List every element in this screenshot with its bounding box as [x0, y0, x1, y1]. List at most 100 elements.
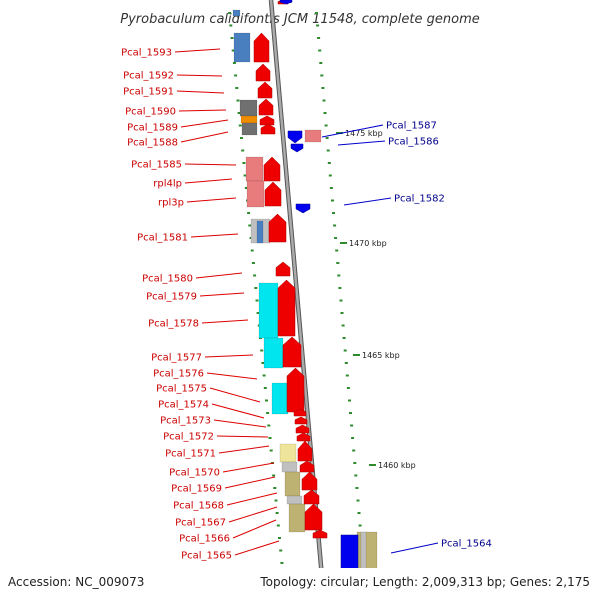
tick-left — [250, 249, 254, 252]
left-gene-label: Pcal_1585 — [131, 160, 182, 171]
tick-right — [346, 387, 350, 389]
forward-gene-arrow — [301, 471, 318, 491]
left-gene-label: Pcal_1588 — [127, 138, 178, 149]
tick-left — [241, 149, 245, 152]
right-leader-line — [321, 124, 384, 138]
cog-bar — [279, 443, 297, 463]
tick-right — [317, 37, 321, 39]
tick-right — [335, 249, 339, 252]
tick-right — [344, 362, 348, 364]
footer-background — [0, 568, 600, 600]
left-leader-line — [209, 387, 261, 403]
cog-bar — [284, 471, 301, 497]
tick-left — [234, 74, 238, 77]
tick-right — [324, 124, 328, 127]
forward-gene-arrow — [286, 367, 305, 413]
scale-label: 1460 kbp — [378, 461, 416, 470]
tick-right — [333, 224, 337, 227]
cog-bar — [240, 115, 258, 124]
cog-bar — [246, 180, 265, 208]
cog-bar — [245, 156, 264, 182]
tick-right — [353, 462, 357, 464]
forward-gene-arrow — [263, 156, 281, 182]
left-leader-line — [186, 197, 237, 203]
tick-left — [231, 49, 235, 52]
forward-gene-arrow — [264, 181, 282, 207]
scale-label: 1475 kbp — [345, 129, 383, 138]
forward-gene-arrow — [293, 408, 307, 417]
tick-left — [273, 487, 277, 489]
tick-left — [276, 524, 280, 527]
tick-right — [325, 137, 329, 139]
left-leader-line — [204, 354, 254, 358]
left-gene-label: Pcal_1589 — [127, 123, 178, 134]
tick-left — [243, 174, 247, 177]
tick-right — [315, 12, 318, 14]
tick-left — [228, 12, 232, 14]
right-gene-label: Pcal_1564 — [441, 539, 492, 550]
left-gene-label: Pcal_1566 — [179, 534, 230, 545]
left-gene-label: Pcal_1593 — [121, 48, 172, 59]
tick-left — [279, 549, 283, 552]
forward-gene-arrow — [282, 336, 302, 368]
reverse-gene-arrow — [279, 0, 293, 5]
left-leader-line — [201, 319, 249, 324]
tick-left — [251, 262, 255, 264]
tick-left — [253, 274, 257, 277]
forward-gene-arrow — [294, 416, 308, 425]
tick-marks — [228, 12, 368, 600]
forward-gene-arrow — [304, 503, 323, 531]
left-gene-label: Pcal_1571 — [165, 449, 216, 460]
tick-right — [332, 212, 335, 214]
tick-left — [242, 162, 246, 164]
tick-left — [260, 349, 264, 352]
left-gene-label: Pcal_1569 — [171, 484, 222, 495]
left-gene-label: Pcal_1575 — [156, 384, 207, 395]
tick-right — [339, 299, 343, 302]
tick-left — [247, 212, 251, 214]
tick-right — [349, 412, 352, 414]
left-leader-line — [176, 74, 223, 77]
left-gene-label: Pcal_1565 — [181, 551, 232, 562]
left-gene-label: Pcal_1568 — [173, 501, 224, 512]
left-gene-label: Pcal_1579 — [146, 292, 197, 303]
left-gene-label: Pcal_1591 — [123, 87, 174, 98]
cog-bar — [258, 282, 279, 339]
map-canvas: 1475 kbp 1470 kbp 1465 kbp 1460 kbp Pcal_15… — [121, 0, 492, 600]
left-gene-label: Pcal_1590 — [125, 107, 176, 118]
forward-gene-arrow — [258, 98, 274, 116]
cog-bar — [288, 503, 306, 533]
tick-right — [326, 149, 330, 152]
left-leader-line — [180, 119, 229, 128]
forward-gene-arrow — [277, 279, 296, 337]
leader-lines — [174, 48, 439, 556]
tick-right — [343, 349, 347, 352]
tick-right — [355, 487, 359, 489]
left-gene-label: Pcal_1592 — [123, 71, 174, 82]
left-leader-line — [234, 540, 280, 556]
gene-labels: Pcal_1593 Pcal_1592 Pcal_1591 Pcal_1590 Pcal… — [121, 48, 492, 562]
forward-gene-arrow — [257, 81, 273, 99]
scale-tick — [340, 242, 347, 244]
tick-right — [319, 62, 323, 64]
tick-right — [327, 162, 331, 164]
map-title: Pyrobaculum calidifontis JCM 11548, comp… — [120, 12, 480, 27]
right-leader-line — [390, 542, 439, 554]
left-gene-label: Pcal_1578 — [148, 319, 199, 330]
tick-left — [256, 312, 260, 314]
cog-bar — [232, 9, 241, 17]
tick-left — [240, 137, 243, 139]
tick-left — [235, 87, 239, 89]
tick-left — [267, 424, 271, 427]
left-gene-label: Pcal_1581 — [137, 233, 188, 244]
left-gene-label: Pcal_1580 — [142, 274, 193, 285]
reverse-gene-arrow — [295, 203, 311, 214]
tick-right — [316, 24, 320, 27]
tick-left — [237, 112, 241, 114]
tick-right — [350, 424, 354, 427]
left-leader-line — [232, 519, 277, 539]
reverse-gene-arrow — [287, 130, 303, 144]
reverse-gene-arrow — [290, 143, 304, 153]
cog-bar — [233, 32, 251, 63]
